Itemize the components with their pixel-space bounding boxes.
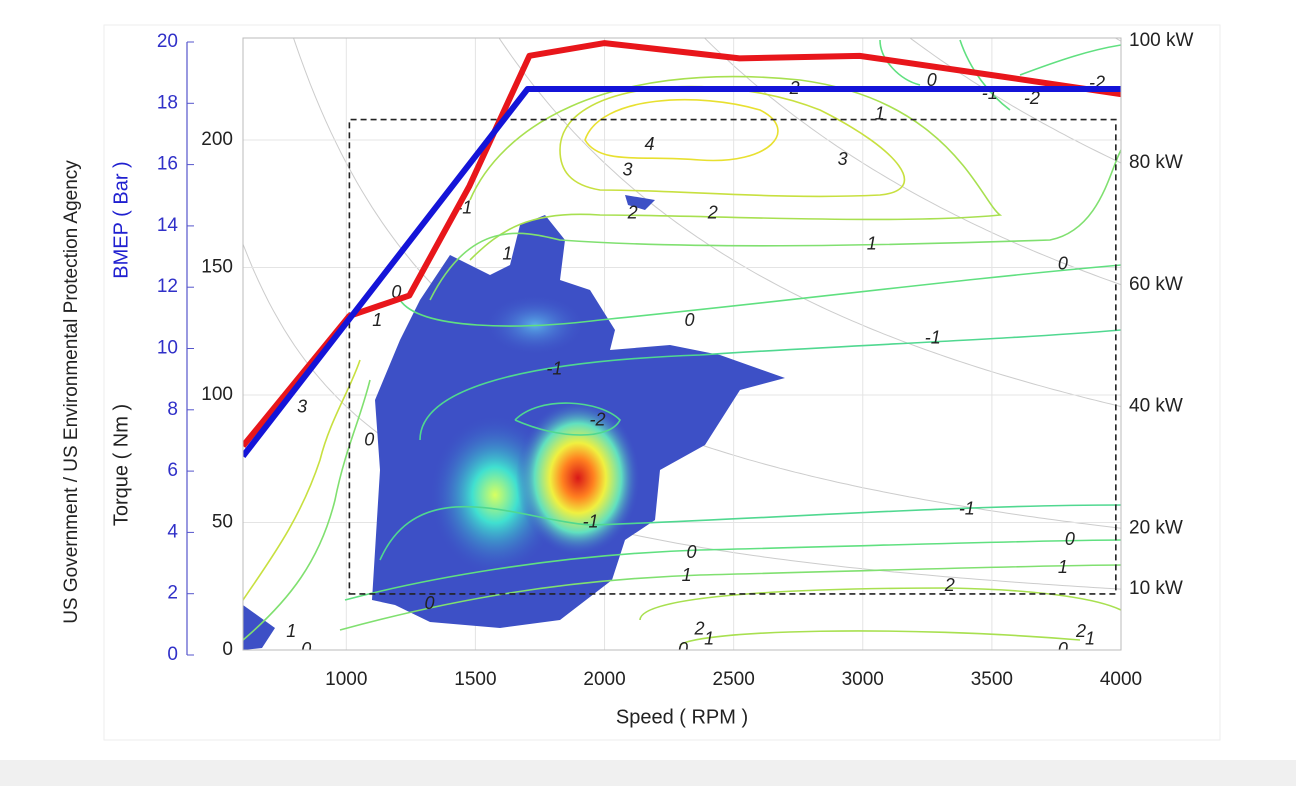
- y2-tick-label: 4: [167, 521, 178, 542]
- contour-label: 1: [1085, 629, 1095, 649]
- y-tick-label: 0: [222, 639, 233, 660]
- contour-label: 1: [1058, 557, 1068, 577]
- y2-tick-label: 20: [157, 31, 178, 52]
- y2-tick-label: 12: [157, 276, 178, 297]
- y2-tick-label: 6: [167, 460, 178, 481]
- y-tick-label: 150: [201, 257, 233, 278]
- contour-label: 3: [623, 159, 633, 179]
- power-tick-label: 40 kW: [1129, 396, 1183, 417]
- contour-line: [339, 564, 1121, 631]
- contour-label: 0: [1058, 254, 1068, 274]
- contour-label: 1: [372, 310, 382, 330]
- contours: [243, 39, 1121, 646]
- contour-line: [879, 39, 1121, 111]
- contour-label: 0: [1058, 639, 1068, 659]
- y2-tick-label: 14: [157, 215, 179, 236]
- line-series: [243, 40, 1121, 448]
- contour-line: [379, 504, 1121, 561]
- contour-label: 1: [502, 244, 512, 264]
- contour-line: [584, 98, 779, 162]
- contour-label: 0: [684, 310, 694, 330]
- power-tick-label: 100 kW: [1129, 30, 1193, 51]
- y-tick-label: 100: [201, 384, 233, 405]
- contour-line: [419, 329, 1121, 441]
- y2-tick-label: 8: [167, 399, 178, 420]
- contour-label: 1: [286, 621, 296, 641]
- contour-label: -1: [959, 499, 975, 519]
- contour-label: 0: [301, 639, 311, 659]
- contour-label: 2: [707, 203, 718, 223]
- footer-strip: [0, 760, 1296, 786]
- x-axis-label: Speed ( RPM ): [616, 706, 748, 728]
- contour-label: -1: [583, 511, 599, 531]
- heat-spot: [516, 400, 640, 556]
- x-tick-label: 2500: [713, 669, 755, 690]
- y2-tick-label: 18: [157, 92, 178, 113]
- x-tick-label: 3500: [971, 669, 1013, 690]
- iso-power-line: [909, 38, 1121, 164]
- contour-label: 0: [678, 639, 688, 659]
- y2-axis-label: BMEP ( Bar ): [110, 161, 132, 278]
- x-tick-label: 4000: [1100, 669, 1142, 690]
- contour-label: 1: [875, 103, 885, 123]
- contour-label: 2: [1075, 621, 1086, 641]
- power-tick-label: 10 kW: [1129, 578, 1183, 599]
- contour-line: [469, 75, 1003, 261]
- plot-frame: [242, 37, 1122, 651]
- power-tick-label: 20 kW: [1129, 517, 1183, 538]
- contour-line: [639, 587, 1121, 621]
- credit: US Government / US Environmental Protect…: [61, 160, 82, 624]
- iso-power-line: [498, 38, 1121, 407]
- x-tick-label: 2000: [583, 669, 625, 690]
- contour-line: [344, 539, 1121, 601]
- contour-label: -1: [546, 358, 562, 378]
- contour-line: [679, 630, 1081, 646]
- contour-line: [399, 264, 1121, 327]
- contour-label: -2: [590, 409, 606, 429]
- contour-label: -1: [925, 328, 941, 348]
- contour-label: 0: [927, 70, 937, 90]
- contour-line: [243, 359, 361, 601]
- contour-label: 2: [627, 203, 638, 223]
- contour-line: [514, 402, 621, 436]
- contour-label: 2: [694, 618, 705, 638]
- power-tick-label: 80 kW: [1129, 152, 1183, 173]
- x-tick-label: 1500: [454, 669, 496, 690]
- contour-label: 3: [838, 149, 848, 169]
- contour-label: 0: [687, 542, 697, 562]
- y2-tick-label: 10: [157, 338, 178, 359]
- x-tick-label: 1000: [325, 669, 367, 690]
- x-tick-label: 3000: [842, 669, 884, 690]
- heat-blob: [243, 605, 275, 650]
- contour-label: 1: [704, 629, 714, 649]
- y2-tick-label: 16: [157, 154, 178, 175]
- contour-label: -2: [1024, 88, 1040, 108]
- contour-label: -1: [982, 83, 998, 103]
- y2-tick-label: 0: [167, 644, 178, 665]
- y-axis-label: Torque ( Nm ): [110, 404, 132, 526]
- test-region: [348, 118, 1117, 595]
- line-series: [243, 86, 1121, 459]
- y-tick-label: 200: [201, 129, 233, 150]
- y-tick-label: 50: [212, 512, 233, 533]
- contour-label: 0: [364, 430, 374, 450]
- contour-label: 3: [297, 397, 307, 417]
- contour-line: [429, 149, 1121, 301]
- iso-power-line: [703, 38, 1121, 286]
- contour-line: [243, 379, 371, 641]
- contour-label: 0: [424, 593, 434, 613]
- contour-label: 4: [644, 134, 654, 154]
- contour-label: 1: [867, 233, 877, 253]
- contour-label: 0: [391, 282, 401, 302]
- contour-label: 0: [1065, 529, 1075, 549]
- power-tick-label: 60 kW: [1129, 274, 1183, 295]
- contour-label: 2: [944, 575, 955, 595]
- contour-label: 1: [682, 565, 692, 585]
- y2-tick-label: 2: [167, 583, 178, 604]
- heat-blob: [625, 195, 655, 210]
